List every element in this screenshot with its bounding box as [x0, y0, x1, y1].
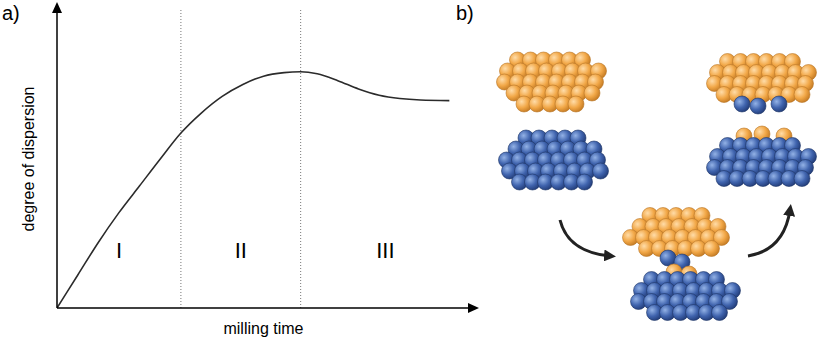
- svg-text:III: III: [376, 238, 394, 263]
- svg-text:milling time: milling time: [223, 320, 303, 337]
- svg-text:I: I: [116, 238, 122, 263]
- svg-text:II: II: [235, 238, 247, 263]
- svg-text:degree of dispersion: degree of dispersion: [20, 87, 37, 232]
- svg-text:a): a): [2, 2, 20, 24]
- svg-text:b): b): [456, 2, 474, 24]
